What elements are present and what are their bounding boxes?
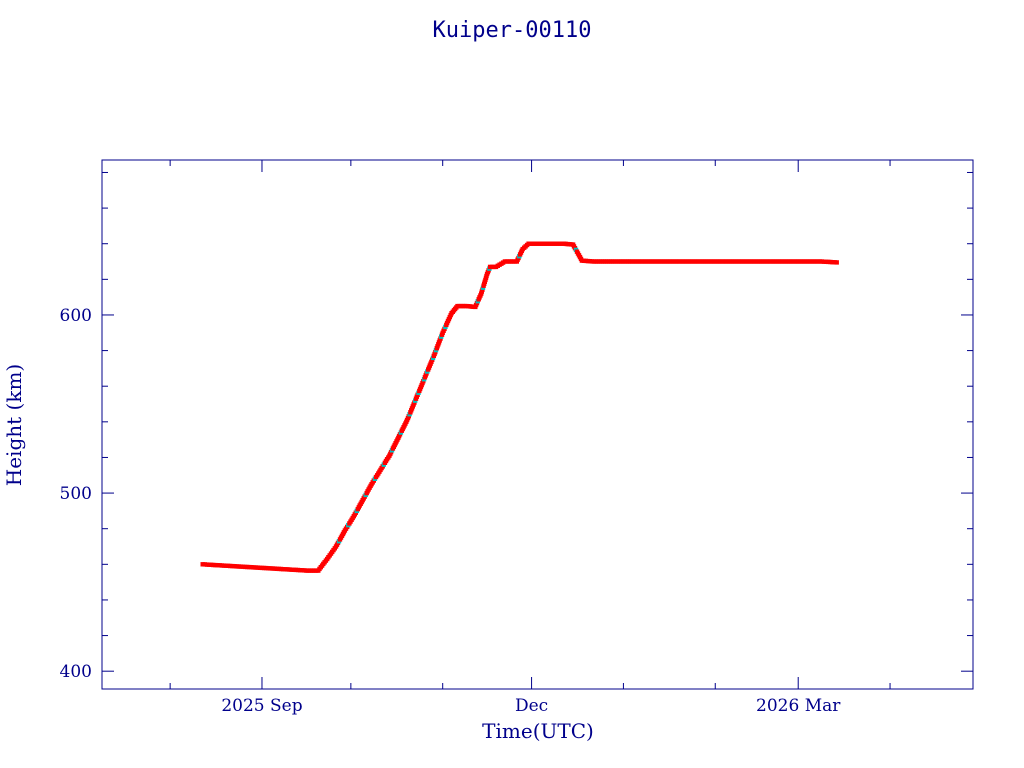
y-axis-label: Height (km) — [2, 364, 26, 486]
y-tick-labels: 400 500 600 — [60, 306, 92, 682]
data-point — [280, 567, 286, 572]
data-points — [200, 241, 839, 573]
x-tick-labels: 2025 Sep Dec 2026 Mar — [221, 696, 841, 716]
y-tick-label: 400 — [60, 662, 92, 682]
data-point — [834, 260, 839, 265]
x-axis-label: Time(UTC) — [482, 719, 594, 743]
chart-title: Kuiper-00110 — [433, 18, 592, 43]
x-tick-label: Dec — [515, 696, 548, 716]
plot-frame — [101, 159, 974, 690]
x-tick-label: 2026 Mar — [756, 696, 841, 716]
y-tick-label: 500 — [60, 484, 92, 504]
x-tick-label: 2025 Sep — [221, 696, 302, 716]
y-tick-label: 600 — [60, 306, 92, 326]
axis-ticks — [102, 160, 973, 689]
